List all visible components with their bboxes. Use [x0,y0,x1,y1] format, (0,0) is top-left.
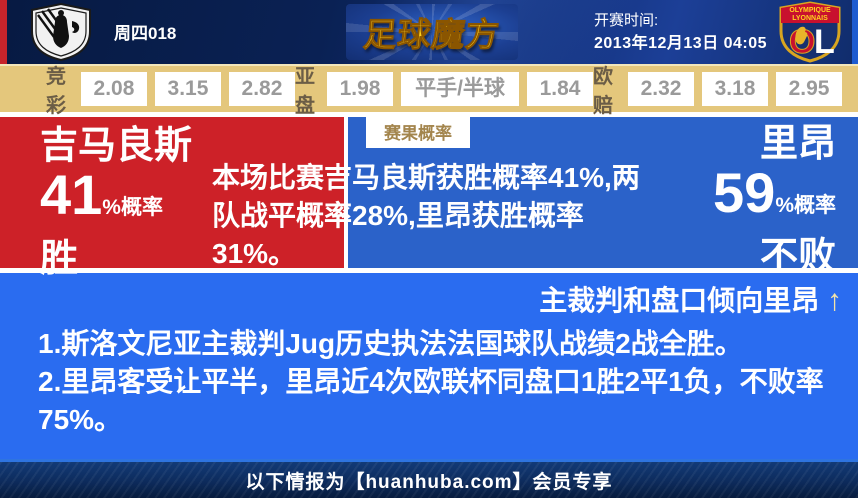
away-stats: 里昂 59%概率 不败 [713,123,836,278]
odds-label-oupei: 欧赔 [593,66,614,117]
home-outcome: 胜 [40,238,79,280]
analysis-title: 主裁判和盘口倾向里昂 ↑ [38,283,842,319]
result-probability-tag: 赛果概率 [366,117,470,148]
analysis-section: 主裁判和盘口倾向里昂 ↑ 1.斯洛文尼亚主裁判Jug历史执法法国球队战绩2战全胜… [0,273,858,459]
odds-value: 2.82 [228,72,295,106]
odds-group-oupei: 欧赔 2.32 3.18 2.95 [593,60,842,118]
left-red-edge [0,0,7,64]
away-outcome: 不败 [759,236,836,278]
analysis-title-text: 主裁判和盘口倾向里昂 [539,285,820,316]
match-code: 周四018 [114,24,177,43]
footer-divider [0,459,858,462]
footer-bar: 以下情报为【huanhuba.com】会员专享 [0,462,858,498]
away-crest-banner-line2: LYONNAIS [792,15,828,22]
home-percent-suffix: %概率 [102,196,163,219]
kickoff-time-block: 开赛时间: 2013年12月13日 04:05 [594,9,767,56]
odds-label-jingcai: 竞彩 [46,66,66,117]
odds-value: 1.84 [527,72,594,106]
away-crest-banner-line1: OLYMPIQUE [789,7,831,14]
odds-value: 3.15 [154,72,221,106]
analysis-point-1: 1.斯洛文尼亚主裁判Jug历史执法法国球队战绩2战全胜。 [38,328,743,359]
home-percent: 41 [40,163,103,226]
away-probability-block: 赛果概率 里昂 59%概率 不败 [348,117,858,278]
odds-group-yapan: 亚盘 1.98 平手/半球 1.84 [294,60,594,118]
home-probability-block: 吉马良斯 41%概率 胜 [0,117,344,280]
kickoff-time: 2013年12月13日 04:05 [594,35,768,52]
away-probability-value: 59%概率 [713,165,836,236]
home-probability-value: 41%概率 [40,167,344,238]
odds-handicap: 平手/半球 [401,72,520,106]
odds-value: 2.95 [776,72,842,106]
away-percent-suffix: %概率 [775,194,836,217]
odds-bar: 竞彩 2.08 3.15 2.82 亚盘 1.98 平手/半球 1.84 欧赔 … [0,64,858,117]
odds-value: 2.08 [80,72,147,106]
analysis-point-2: 2.里昂客受让平半，里昂近4次欧联杯同盘口1胜2平1负，不败率 75%。 [38,366,824,435]
home-team-name: 吉马良斯 [40,125,193,167]
kickoff-label: 开赛时间: [594,12,659,29]
top-bar: 周四018 足球魔方 开赛时间: 2013年12月13日 04:05 OLYMP… [0,0,858,64]
odds-value: 3.18 [702,72,768,106]
brand-logo-text: 足球魔方 [361,16,502,54]
odds-value: 2.32 [628,72,694,106]
home-team-crest-icon [28,2,94,66]
probability-section: 吉马良斯 41%概率 胜 赛果概率 里昂 59%概率 不败 本场比赛吉马良斯获胜… [0,117,858,280]
odds-value: 1.98 [327,72,394,106]
right-blue-edge [852,0,858,64]
away-percent: 59 [713,161,776,224]
odds-label-yapan: 亚盘 [294,66,315,117]
away-crest-monogram-l: L [814,23,835,61]
footer-text: 以下情报为【huanhuba.com】会员专享 [245,471,613,493]
up-arrow-icon: ↑ [827,284,842,317]
away-team-crest-icon: OLYMPIQUE LYONNAIS O L [776,1,844,68]
probability-description: 本场比赛吉马良斯获胜概率41%,两 队战平概率28%,里昂获胜概率 31%。 [212,162,640,269]
brand-logo: 足球魔方 [346,4,518,60]
odds-group-jingcai: 竞彩 2.08 3.15 2.82 [46,60,295,118]
away-team-name: 里昂 [759,123,836,165]
analysis-points: 1.斯洛文尼亚主裁判Jug历史执法法国球队战绩2战全胜。 2.里昂客受让平半，里… [38,325,842,439]
